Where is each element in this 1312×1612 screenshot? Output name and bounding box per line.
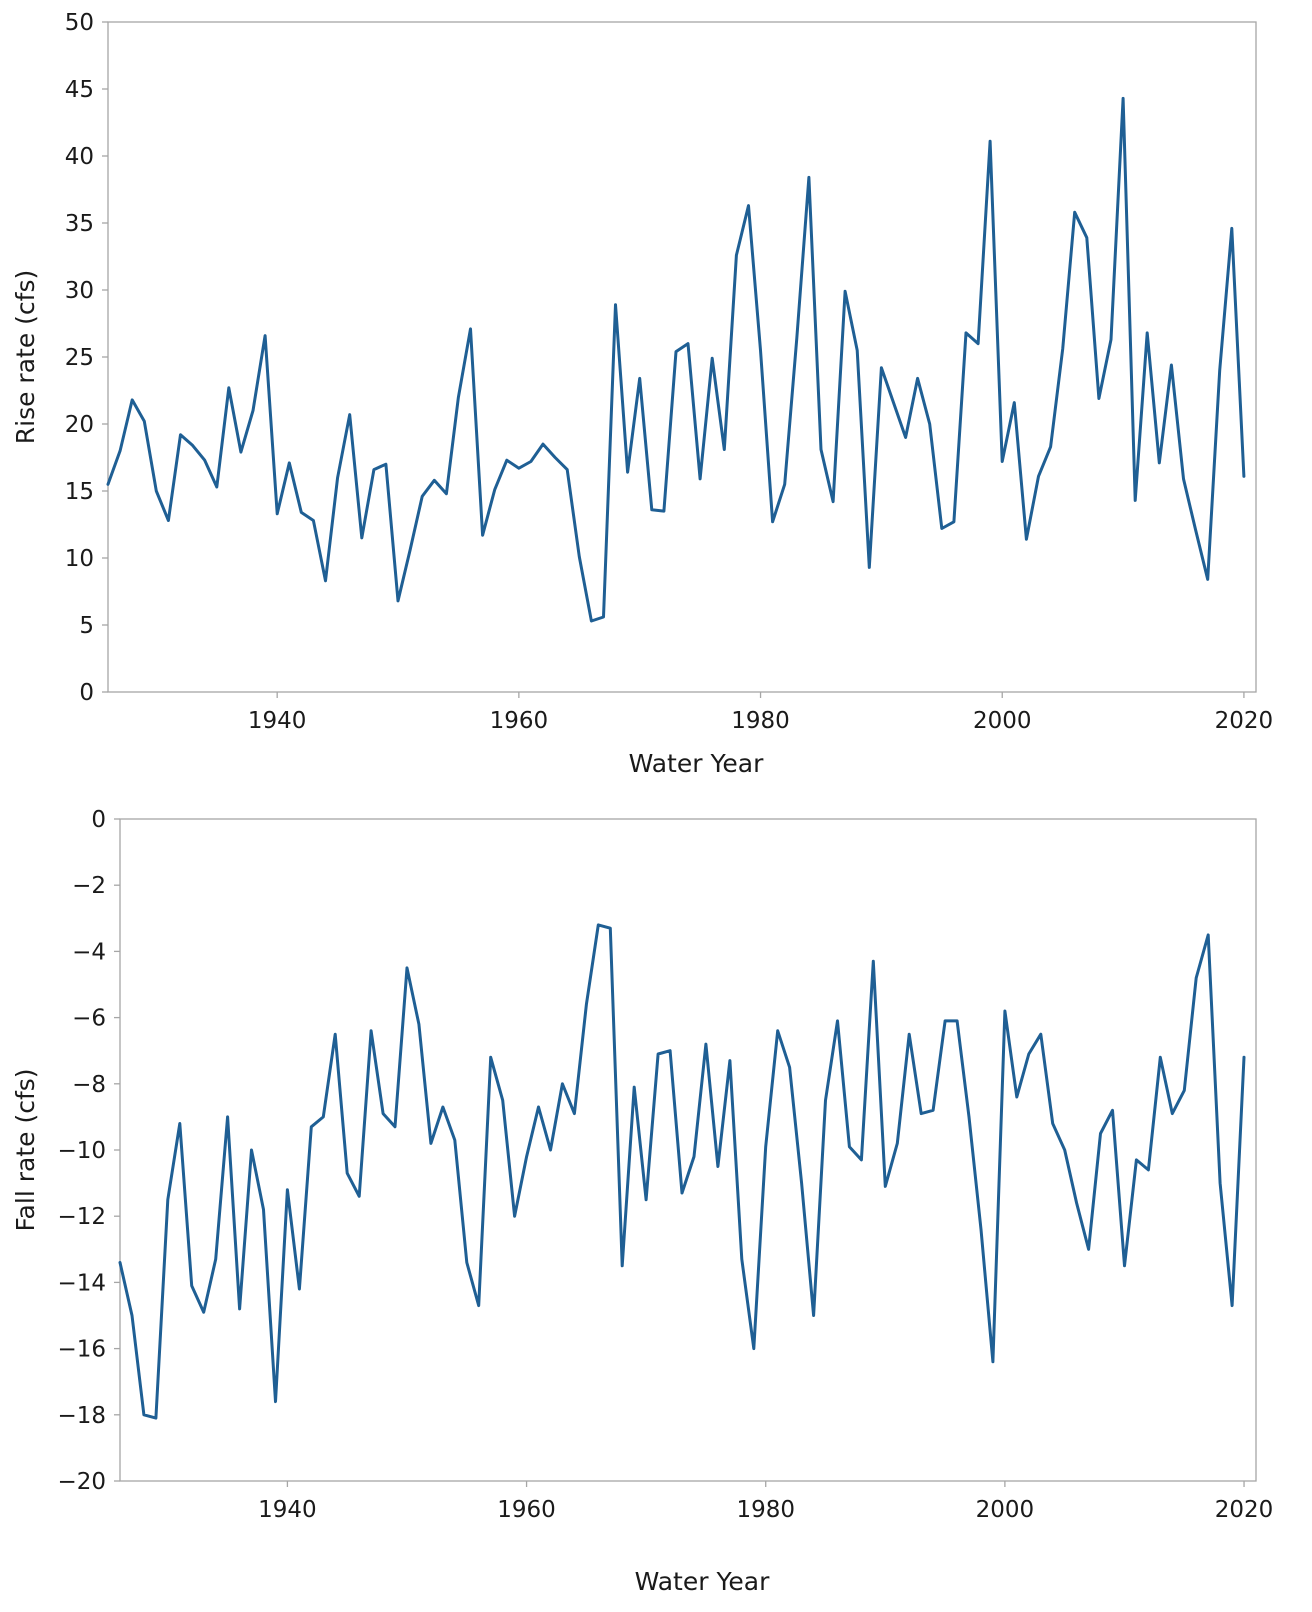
y-tick-label: 35 [65,211,94,237]
y-tick-label: 15 [65,479,94,505]
x-tick-label: 1940 [248,708,307,734]
plot-frame [107,21,1257,693]
data-points [119,923,1246,1419]
y-tick-label: 50 [65,10,94,36]
x-tick-label: 2000 [976,1497,1035,1523]
y-tick-label: 5 [79,613,94,639]
x-tick-label: 1960 [497,1497,556,1523]
y-tick-label: −8 [72,1072,106,1098]
series-line [118,923,1246,1420]
x-tick-label: 1980 [731,708,790,734]
x-tick-label: 2020 [1215,708,1274,734]
y-tick-label: 20 [65,412,94,438]
y-tick-label: 0 [79,680,94,706]
series-line [106,96,1246,623]
x-tick-label: 1960 [490,708,549,734]
y-tick-label: 40 [65,144,94,170]
y-tick-label: −4 [72,939,106,965]
y-tick-label: 0 [91,807,106,833]
x-tick-label: 1940 [258,1497,317,1523]
y-tick-label: 30 [65,278,94,304]
y-tick-label: −20 [57,1469,106,1495]
x-axis-label: Water Year [635,1567,770,1596]
y-tick-label: 45 [65,77,94,103]
y-tick-label: −14 [57,1270,106,1296]
y-tick-label: −18 [57,1403,106,1429]
x-tick-label: 2000 [973,708,1032,734]
plot-frame [119,818,1257,1482]
y-tick-label: −16 [57,1337,106,1363]
y-tick-label: 25 [65,345,94,371]
y-axis-label: Rise rate (cfs) [11,270,40,444]
y-tick-label: −12 [57,1204,106,1230]
y-tick-label: −2 [72,873,106,899]
y-tick-label: −6 [72,1006,106,1032]
rise-rate-chart: 0 5 10 15 20 25 30 35 40 45 50 1940 1960 1980 2000 2020… [11,10,1273,778]
x-tick-label: 1980 [736,1497,795,1523]
x-axis-label: Water Year [629,749,764,778]
y-axis-label: Fall rate (cfs) [11,1068,40,1231]
y-tick-label: −10 [57,1138,106,1164]
y-tick-label: 10 [65,546,94,572]
fall-rate-chart: 0 −2 −4 −6 −8 −10 −12 −14 −16 −18 −20 1940 1960 1980 2… [11,807,1273,1596]
x-tick-label: 2020 [1215,1497,1274,1523]
